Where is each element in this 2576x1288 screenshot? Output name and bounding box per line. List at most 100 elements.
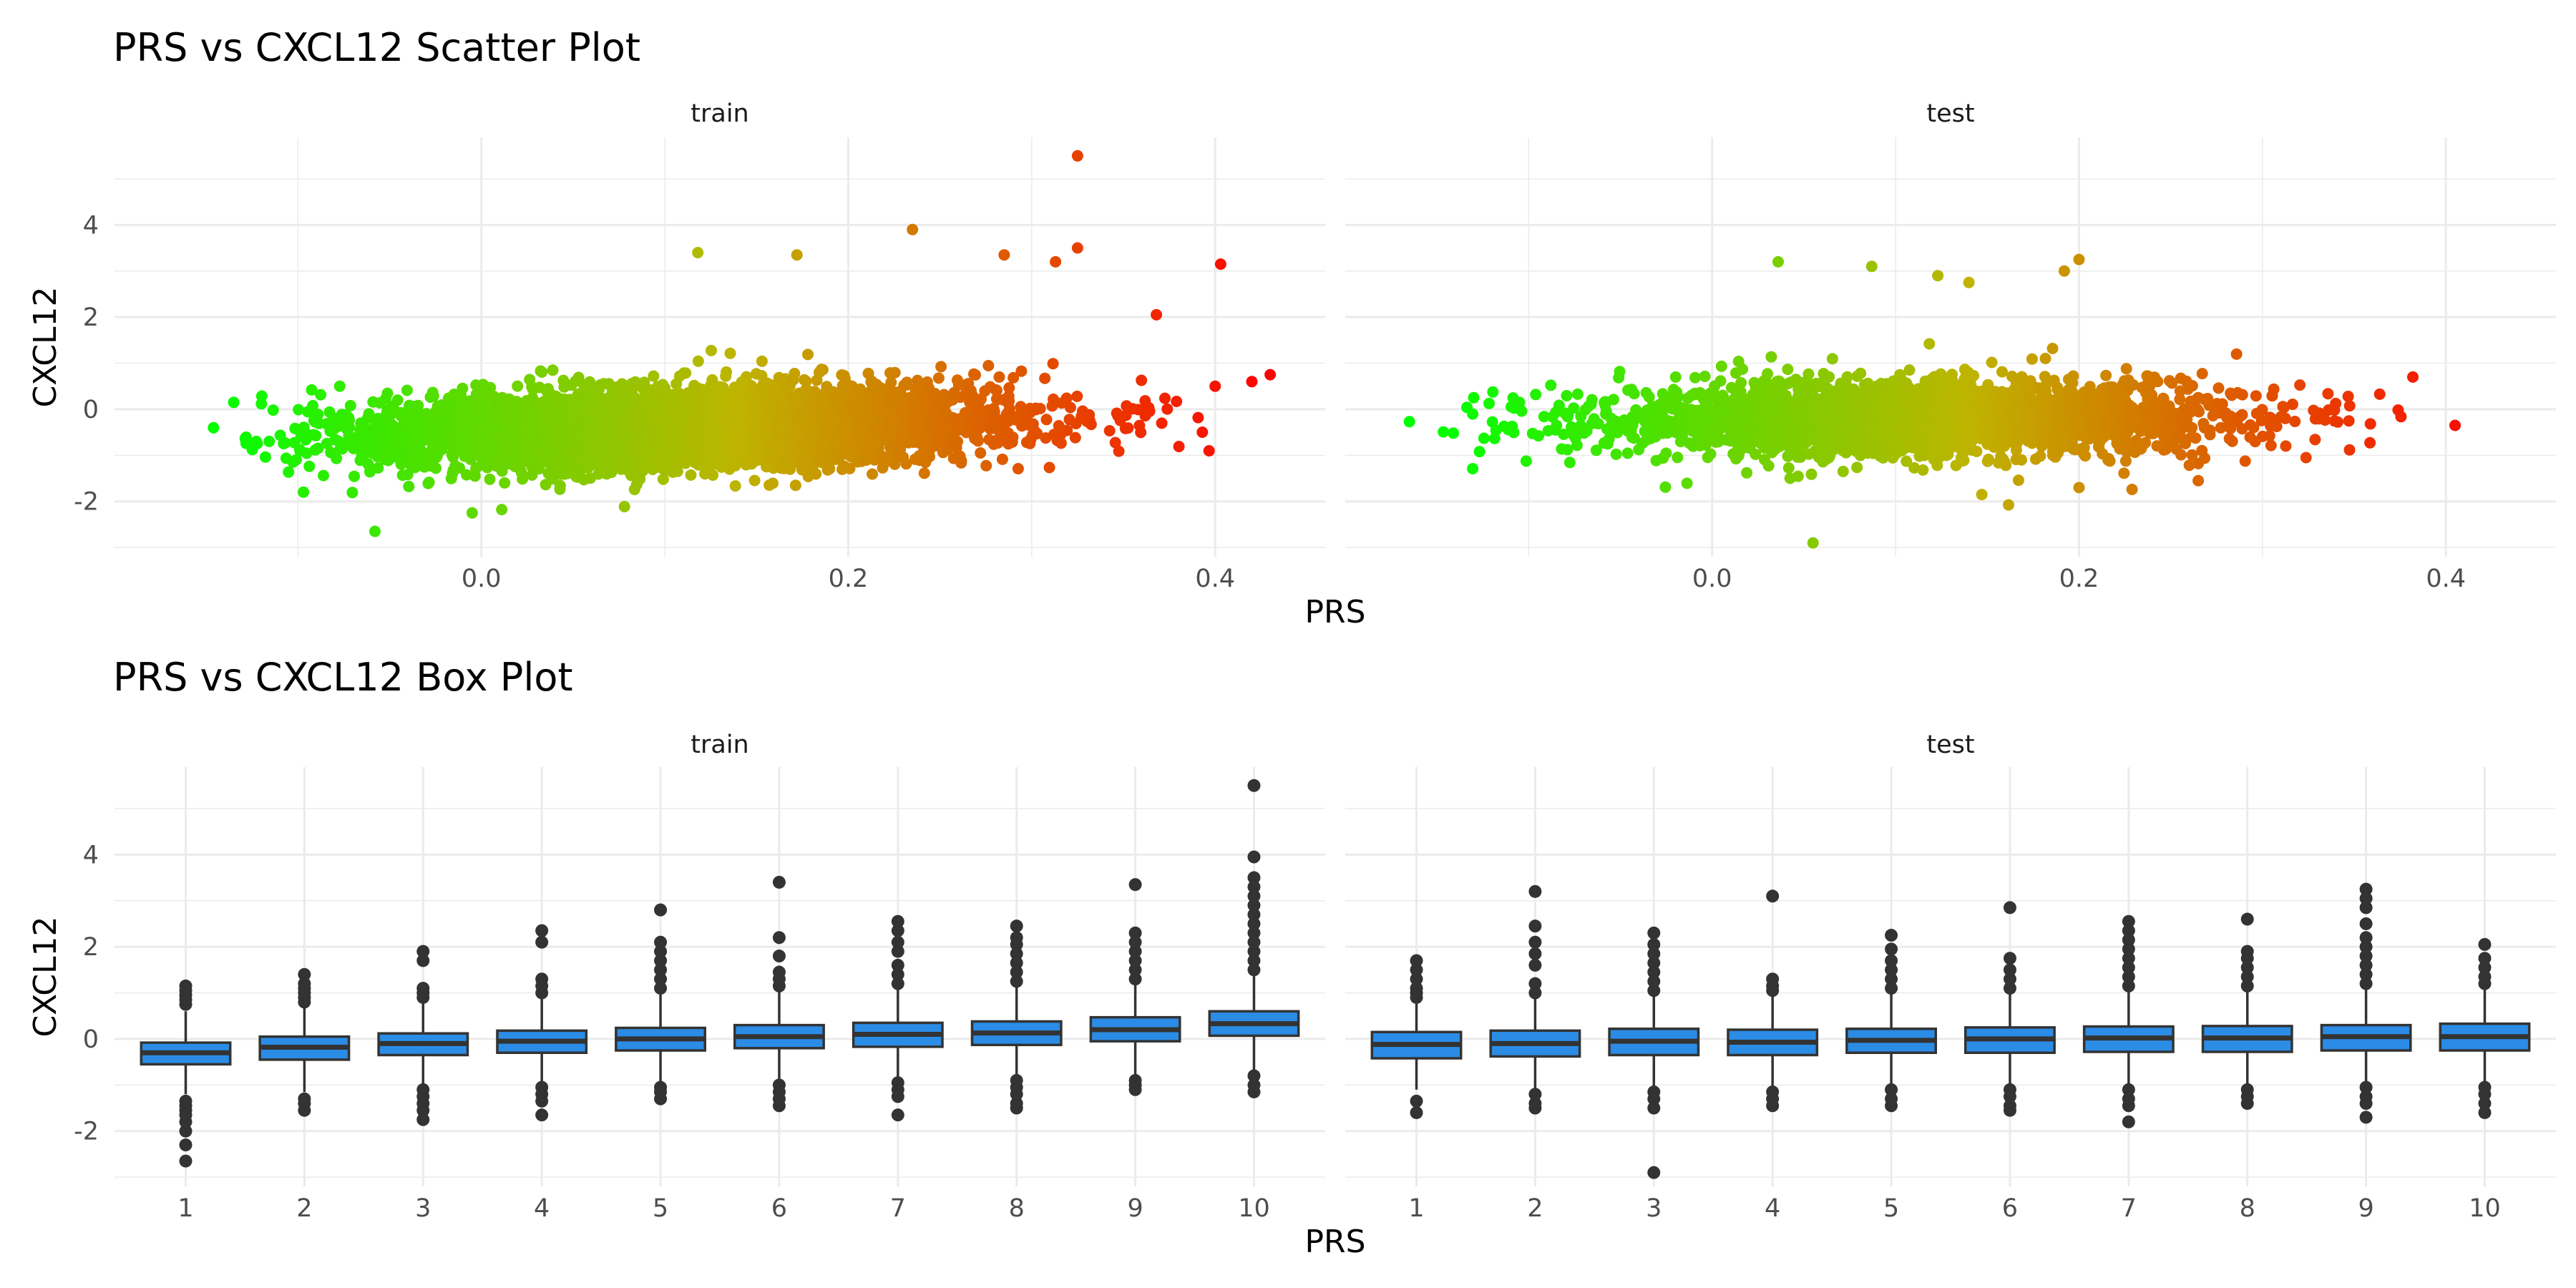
scatter-point [657,379,669,391]
scatter-point [564,394,576,406]
scatter-point [935,418,947,430]
scatter-point [894,443,907,455]
scatter-point [557,460,569,472]
scatter-point [982,360,995,371]
scatter-point [658,411,670,423]
scatter-point [512,380,524,392]
scatter-point [688,379,701,391]
scatter-point [723,447,735,459]
scatter-point [616,378,628,390]
scatter-point [814,366,825,379]
scatter-point [987,404,999,416]
scatter-point [344,399,356,411]
scatter-point [572,401,584,413]
scatter-point [333,380,346,392]
scatter-point [840,444,852,456]
scatter-point [763,447,776,459]
scatter-point [422,477,434,489]
scatter-point [929,388,941,399]
scatter-point [263,435,275,447]
scatter-point [947,452,960,464]
scatter-point [756,386,767,398]
scatter-point [803,401,815,413]
scatter-point [449,444,462,457]
scatter-point [290,454,302,466]
scatter-point [728,434,740,446]
scatter-point [668,396,680,409]
scatter-point [1071,390,1083,402]
scatter-point [1173,441,1185,452]
scatter-point [753,445,765,457]
scatter-point [974,422,986,434]
scatter-point [975,393,987,405]
scatter-point [461,469,472,481]
scatter-point [530,396,542,409]
scatter-point [547,468,559,480]
scatter-point [1003,395,1015,407]
scatter-point [867,468,879,480]
scatter-point [412,441,424,453]
scatter-point [331,452,343,464]
scatter-point [557,418,569,430]
scatter-point [1060,392,1073,404]
scatter-point [980,459,992,472]
scatter-point [746,424,758,436]
scatter-point [455,391,467,402]
scatter-point [591,450,603,462]
scatter-point [678,367,690,379]
scatter-point [585,472,597,484]
scatter-point [940,406,952,419]
scatter-point [294,444,306,456]
scatter-point [1015,404,1028,416]
scatter-point [729,480,741,492]
scatter-point [736,376,748,388]
scatter-point [295,427,307,439]
scatter-point [610,436,622,448]
scatter-point [1064,401,1076,414]
scatter-point [373,414,385,426]
scatter-point [612,395,624,406]
scatter-point [630,479,643,491]
scatter-point [363,408,375,420]
scatter-point [953,413,965,425]
scatter-point [1040,414,1053,426]
scatter-point [932,372,945,384]
scatter-point [527,438,539,450]
scatter-point [1030,404,1042,416]
scatter-point [308,414,320,426]
scatter-point [756,355,768,367]
scatter-point [423,447,435,459]
scatter-point [505,403,517,415]
scatter-point [642,458,654,470]
scatter-point [323,406,336,418]
scatter-point [692,355,704,367]
scatter-point [800,375,812,387]
scatter-point [668,434,680,446]
scatter-point [541,386,553,398]
scatter-point [965,384,977,396]
scatter-point [678,457,690,469]
scatter-point [1008,371,1020,384]
scatter-point [952,374,963,386]
scatter-point [371,440,384,452]
scatter-point [889,394,902,406]
scatter-point [948,386,960,399]
scatter-point [283,466,295,478]
scatter-point [706,344,717,356]
scatter-point [861,446,873,458]
scatter-point [1192,411,1204,424]
scatter-point [489,416,502,428]
scatter-point [685,469,697,481]
scatter-point [918,467,930,479]
scatter-point [724,347,736,359]
marks-layer [140,150,2531,1179]
scatter-point [728,404,741,416]
scatter-point [384,419,396,431]
scatter-point [1114,414,1126,426]
scatter-point [909,383,922,395]
scatter-point [381,404,394,416]
scatter-point [391,394,404,406]
scatter-point [720,370,732,382]
scatter-point [1069,431,1081,444]
scatter-point [599,431,611,443]
